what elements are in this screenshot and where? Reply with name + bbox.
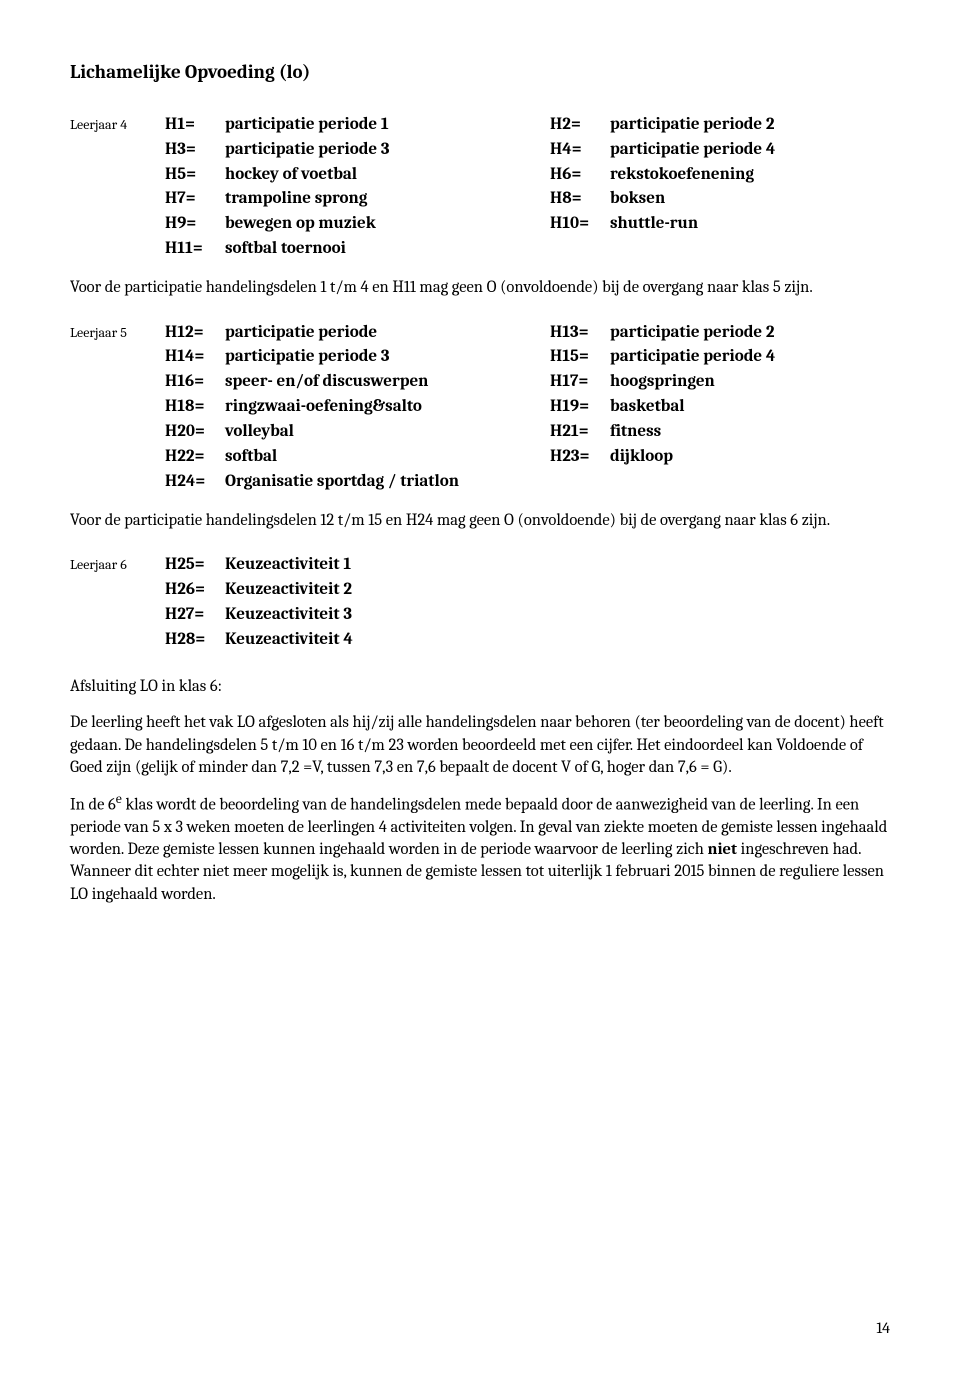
code: H12= <box>165 322 225 345</box>
desc: Organisatie sportdag / triatlon <box>225 471 550 494</box>
desc: participatie periode 2 <box>610 114 890 137</box>
desc: participatie periode <box>225 322 550 345</box>
list-item: H10=shuttle-run <box>550 213 890 236</box>
list-item: H2=participatie periode 2 <box>550 114 890 137</box>
code: H17= <box>550 371 610 394</box>
text: In de 6 <box>70 796 116 815</box>
list-item: H15=participatie periode 4 <box>550 346 890 369</box>
desc: softbal toernooi <box>225 238 550 261</box>
code: H11= <box>165 238 225 261</box>
desc: rekstokoefenening <box>610 164 890 187</box>
list-item: H18=ringzwaai-oefening&salto <box>165 396 550 419</box>
list-item: H11=softbal toernooi <box>165 238 550 261</box>
page-number: 14 <box>876 1318 890 1340</box>
list-item: H22=softbal <box>165 446 550 469</box>
code: H6= <box>550 164 610 187</box>
desc: bewegen op muziek <box>225 213 550 236</box>
desc: dijkloop <box>610 446 890 469</box>
code: H15= <box>550 346 610 369</box>
desc: Keuzeactiviteit 1 <box>225 554 550 577</box>
list-item: H28=Keuzeactiviteit 4 <box>165 629 550 652</box>
code: H3= <box>165 139 225 162</box>
block-leerjaar-4: Leerjaar 4 H1=participatie periode 1 H3=… <box>70 114 890 264</box>
code: H8= <box>550 188 610 211</box>
code: H24= <box>165 471 225 494</box>
desc: participatie periode 1 <box>225 114 550 137</box>
list-item: H25=Keuzeactiviteit 1 <box>165 554 550 577</box>
code: H2= <box>550 114 610 137</box>
desc: hockey of voetbal <box>225 164 550 187</box>
code: H28= <box>165 629 225 652</box>
list-item: H3=participatie periode 3 <box>165 139 550 162</box>
paragraph: In de 6e klas wordt de beoordeling van d… <box>70 791 890 906</box>
desc: softbal <box>225 446 550 469</box>
desc: Keuzeactiviteit 2 <box>225 579 550 602</box>
list-item: H27=Keuzeactiviteit 3 <box>165 604 550 627</box>
paragraph: Voor de participatie handelingsdelen 12 … <box>70 510 890 532</box>
code: H7= <box>165 188 225 211</box>
code: H5= <box>165 164 225 187</box>
code: H13= <box>550 322 610 345</box>
code: H1= <box>165 114 225 137</box>
list-item: H26=Keuzeactiviteit 2 <box>165 579 550 602</box>
list-item: H7=trampoline sprong <box>165 188 550 211</box>
year-label: Leerjaar 5 <box>70 322 165 343</box>
list-item: H13=participatie periode 2 <box>550 322 890 345</box>
list-item: H20=volleybal <box>165 421 550 444</box>
desc: speer- en/of discuswerpen <box>225 371 550 394</box>
code: H26= <box>165 579 225 602</box>
list-item: H24=Organisatie sportdag / triatlon <box>165 471 550 494</box>
code: H20= <box>165 421 225 444</box>
code: H22= <box>165 446 225 469</box>
code: H19= <box>550 396 610 419</box>
list-item: H21=fitness <box>550 421 890 444</box>
desc: participatie periode 4 <box>610 346 890 369</box>
code: H21= <box>550 421 610 444</box>
desc: ringzwaai-oefening&salto <box>225 396 550 419</box>
list-item: H1=participatie periode 1 <box>165 114 550 137</box>
desc: boksen <box>610 188 890 211</box>
list-item: H4=participatie periode 4 <box>550 139 890 162</box>
paragraph: Voor de participatie handelingsdelen 1 t… <box>70 277 890 299</box>
year-label: Leerjaar 4 <box>70 114 165 135</box>
list-item: H14=participatie periode 3 <box>165 346 550 369</box>
desc: hoogspringen <box>610 371 890 394</box>
list-item: H8=boksen <box>550 188 890 211</box>
list-item: H6=rekstokoefenening <box>550 164 890 187</box>
list-item: H9=bewegen op muziek <box>165 213 550 236</box>
desc: Keuzeactiviteit 3 <box>225 604 550 627</box>
desc: Keuzeactiviteit 4 <box>225 629 550 652</box>
code: H14= <box>165 346 225 369</box>
desc: shuttle-run <box>610 213 890 236</box>
desc: participatie periode 3 <box>225 139 550 162</box>
list-item: H16=speer- en/of discuswerpen <box>165 371 550 394</box>
code: H16= <box>165 371 225 394</box>
subheading: Afsluiting LO in klas 6: <box>70 676 890 698</box>
list-item: H5=hockey of voetbal <box>165 164 550 187</box>
desc: fitness <box>610 421 890 444</box>
list-item: H17=hoogspringen <box>550 371 890 394</box>
desc: participatie periode 2 <box>610 322 890 345</box>
list-item: H12=participatie periode <box>165 322 550 345</box>
block-leerjaar-6: Leerjaar 6 H25=Keuzeactiviteit 1 H26=Keu… <box>70 554 890 654</box>
code: H18= <box>165 396 225 419</box>
code: H23= <box>550 446 610 469</box>
year-label: Leerjaar 6 <box>70 554 165 575</box>
code: H25= <box>165 554 225 577</box>
bold-text: niet <box>707 840 737 859</box>
desc: volleybal <box>225 421 550 444</box>
code: H27= <box>165 604 225 627</box>
desc: basketbal <box>610 396 890 419</box>
code: H9= <box>165 213 225 236</box>
list-item: H23=dijkloop <box>550 446 890 469</box>
code: H10= <box>550 213 610 236</box>
desc: trampoline sprong <box>225 188 550 211</box>
desc: participatie periode 4 <box>610 139 890 162</box>
page-title: Lichamelijke Opvoeding (lo) <box>70 60 890 86</box>
desc: participatie periode 3 <box>225 346 550 369</box>
block-leerjaar-5: Leerjaar 5 H12=participatie periode H14=… <box>70 322 890 497</box>
list-item: H19=basketbal <box>550 396 890 419</box>
code: H4= <box>550 139 610 162</box>
paragraph: De leerling heeft het vak LO afgesloten … <box>70 712 890 779</box>
